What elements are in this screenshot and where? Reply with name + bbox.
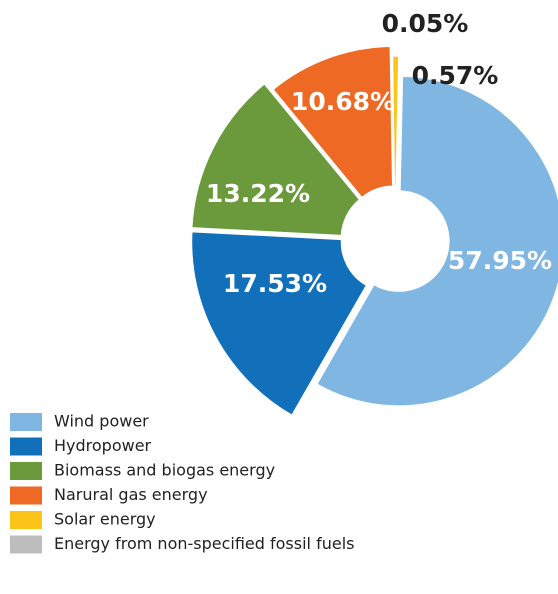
slice bbox=[190, 230, 368, 417]
value-label: 17.53% bbox=[223, 269, 327, 298]
legend-swatch bbox=[10, 511, 42, 529]
legend-label: Narural gas energy bbox=[54, 485, 208, 504]
legend-swatch bbox=[10, 413, 42, 431]
slice bbox=[315, 75, 558, 407]
value-label: 57.95% bbox=[448, 246, 552, 275]
value-label: 13.22% bbox=[206, 179, 310, 208]
legend-label: Wind power bbox=[54, 412, 149, 431]
value-label: 10.68% bbox=[291, 87, 395, 116]
value-label: 0.05% bbox=[382, 9, 469, 38]
legend-swatch bbox=[10, 535, 42, 554]
legend-label: Energy from non-specified fossil fuels bbox=[54, 534, 354, 553]
legend-swatch bbox=[10, 486, 42, 505]
legend-label: Solar energy bbox=[54, 510, 156, 529]
value-label: 0.57% bbox=[412, 61, 499, 90]
slice bbox=[391, 55, 400, 187]
slice bbox=[271, 45, 394, 199]
legend-label: Hydropower bbox=[54, 436, 152, 455]
legend-label: Biomass and biogas energy bbox=[54, 461, 275, 480]
slice bbox=[190, 82, 361, 237]
legend-swatch bbox=[10, 437, 42, 456]
legend-swatch bbox=[10, 462, 42, 480]
